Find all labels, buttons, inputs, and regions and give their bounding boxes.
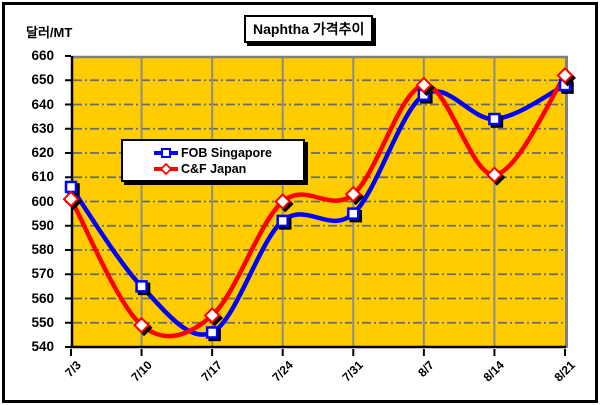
y-axis-label: 650 [31, 72, 54, 88]
legend-line-sample-cf-icon [154, 162, 178, 175]
marker-square-fob-singapore [205, 326, 219, 339]
chart-title: Naphtha 가격추이 [244, 15, 374, 43]
y-axis-label: 620 [31, 145, 54, 160]
y-axis-label: 610 [31, 169, 54, 185]
legend-item-cf-japan: C&F Japan [153, 162, 303, 176]
legend-sample-diamond-marker [159, 162, 173, 175]
marker-square-fob-singapore [488, 112, 501, 126]
y-axis-unit-label: 달러/MT [26, 25, 73, 40]
marker-square-fob-singapore [64, 180, 78, 194]
legend-label-fob-singapore: FOB Singapore [181, 145, 272, 160]
marker-diamond-c-f-japan [133, 316, 150, 334]
legend-item-fob-singapore: FOB Singapore [153, 146, 303, 160]
marker-square-fob-singapore [276, 214, 289, 228]
legend-sample-square-marker [161, 147, 171, 158]
marker-diamond-c-f-japan [203, 307, 221, 324]
y-axis-label: 630 [31, 120, 54, 136]
y-axis-label: 560 [31, 290, 54, 306]
marker-diamond-c-f-japan [274, 193, 292, 210]
y-axis-label: 570 [31, 266, 54, 282]
y-axis-label: 590 [31, 217, 54, 233]
legend: FOB Singapore C&F Japan [121, 139, 305, 182]
y-axis-label: 580 [31, 242, 54, 257]
marker-diamond-c-f-japan [344, 185, 362, 203]
y-axis-label: 540 [31, 339, 54, 354]
legend-line-sample-fob-icon [154, 147, 178, 158]
y-axis-label: 600 [31, 193, 54, 209]
marker-diamond-c-f-japan [415, 76, 433, 94]
legend-label-cf-japan: C&F Japan [181, 161, 247, 176]
y-axis-label: 640 [31, 96, 54, 112]
marker-square-fob-singapore [135, 280, 148, 293]
marker-square-fob-singapore [347, 207, 360, 220]
marker-diamond-c-f-japan [486, 166, 503, 184]
y-axis-label: 550 [31, 314, 54, 330]
marker-diamond-c-f-japan [556, 66, 574, 84]
marker-diamond-c-f-japan [62, 190, 80, 208]
y-axis-label: 660 [31, 48, 54, 63]
